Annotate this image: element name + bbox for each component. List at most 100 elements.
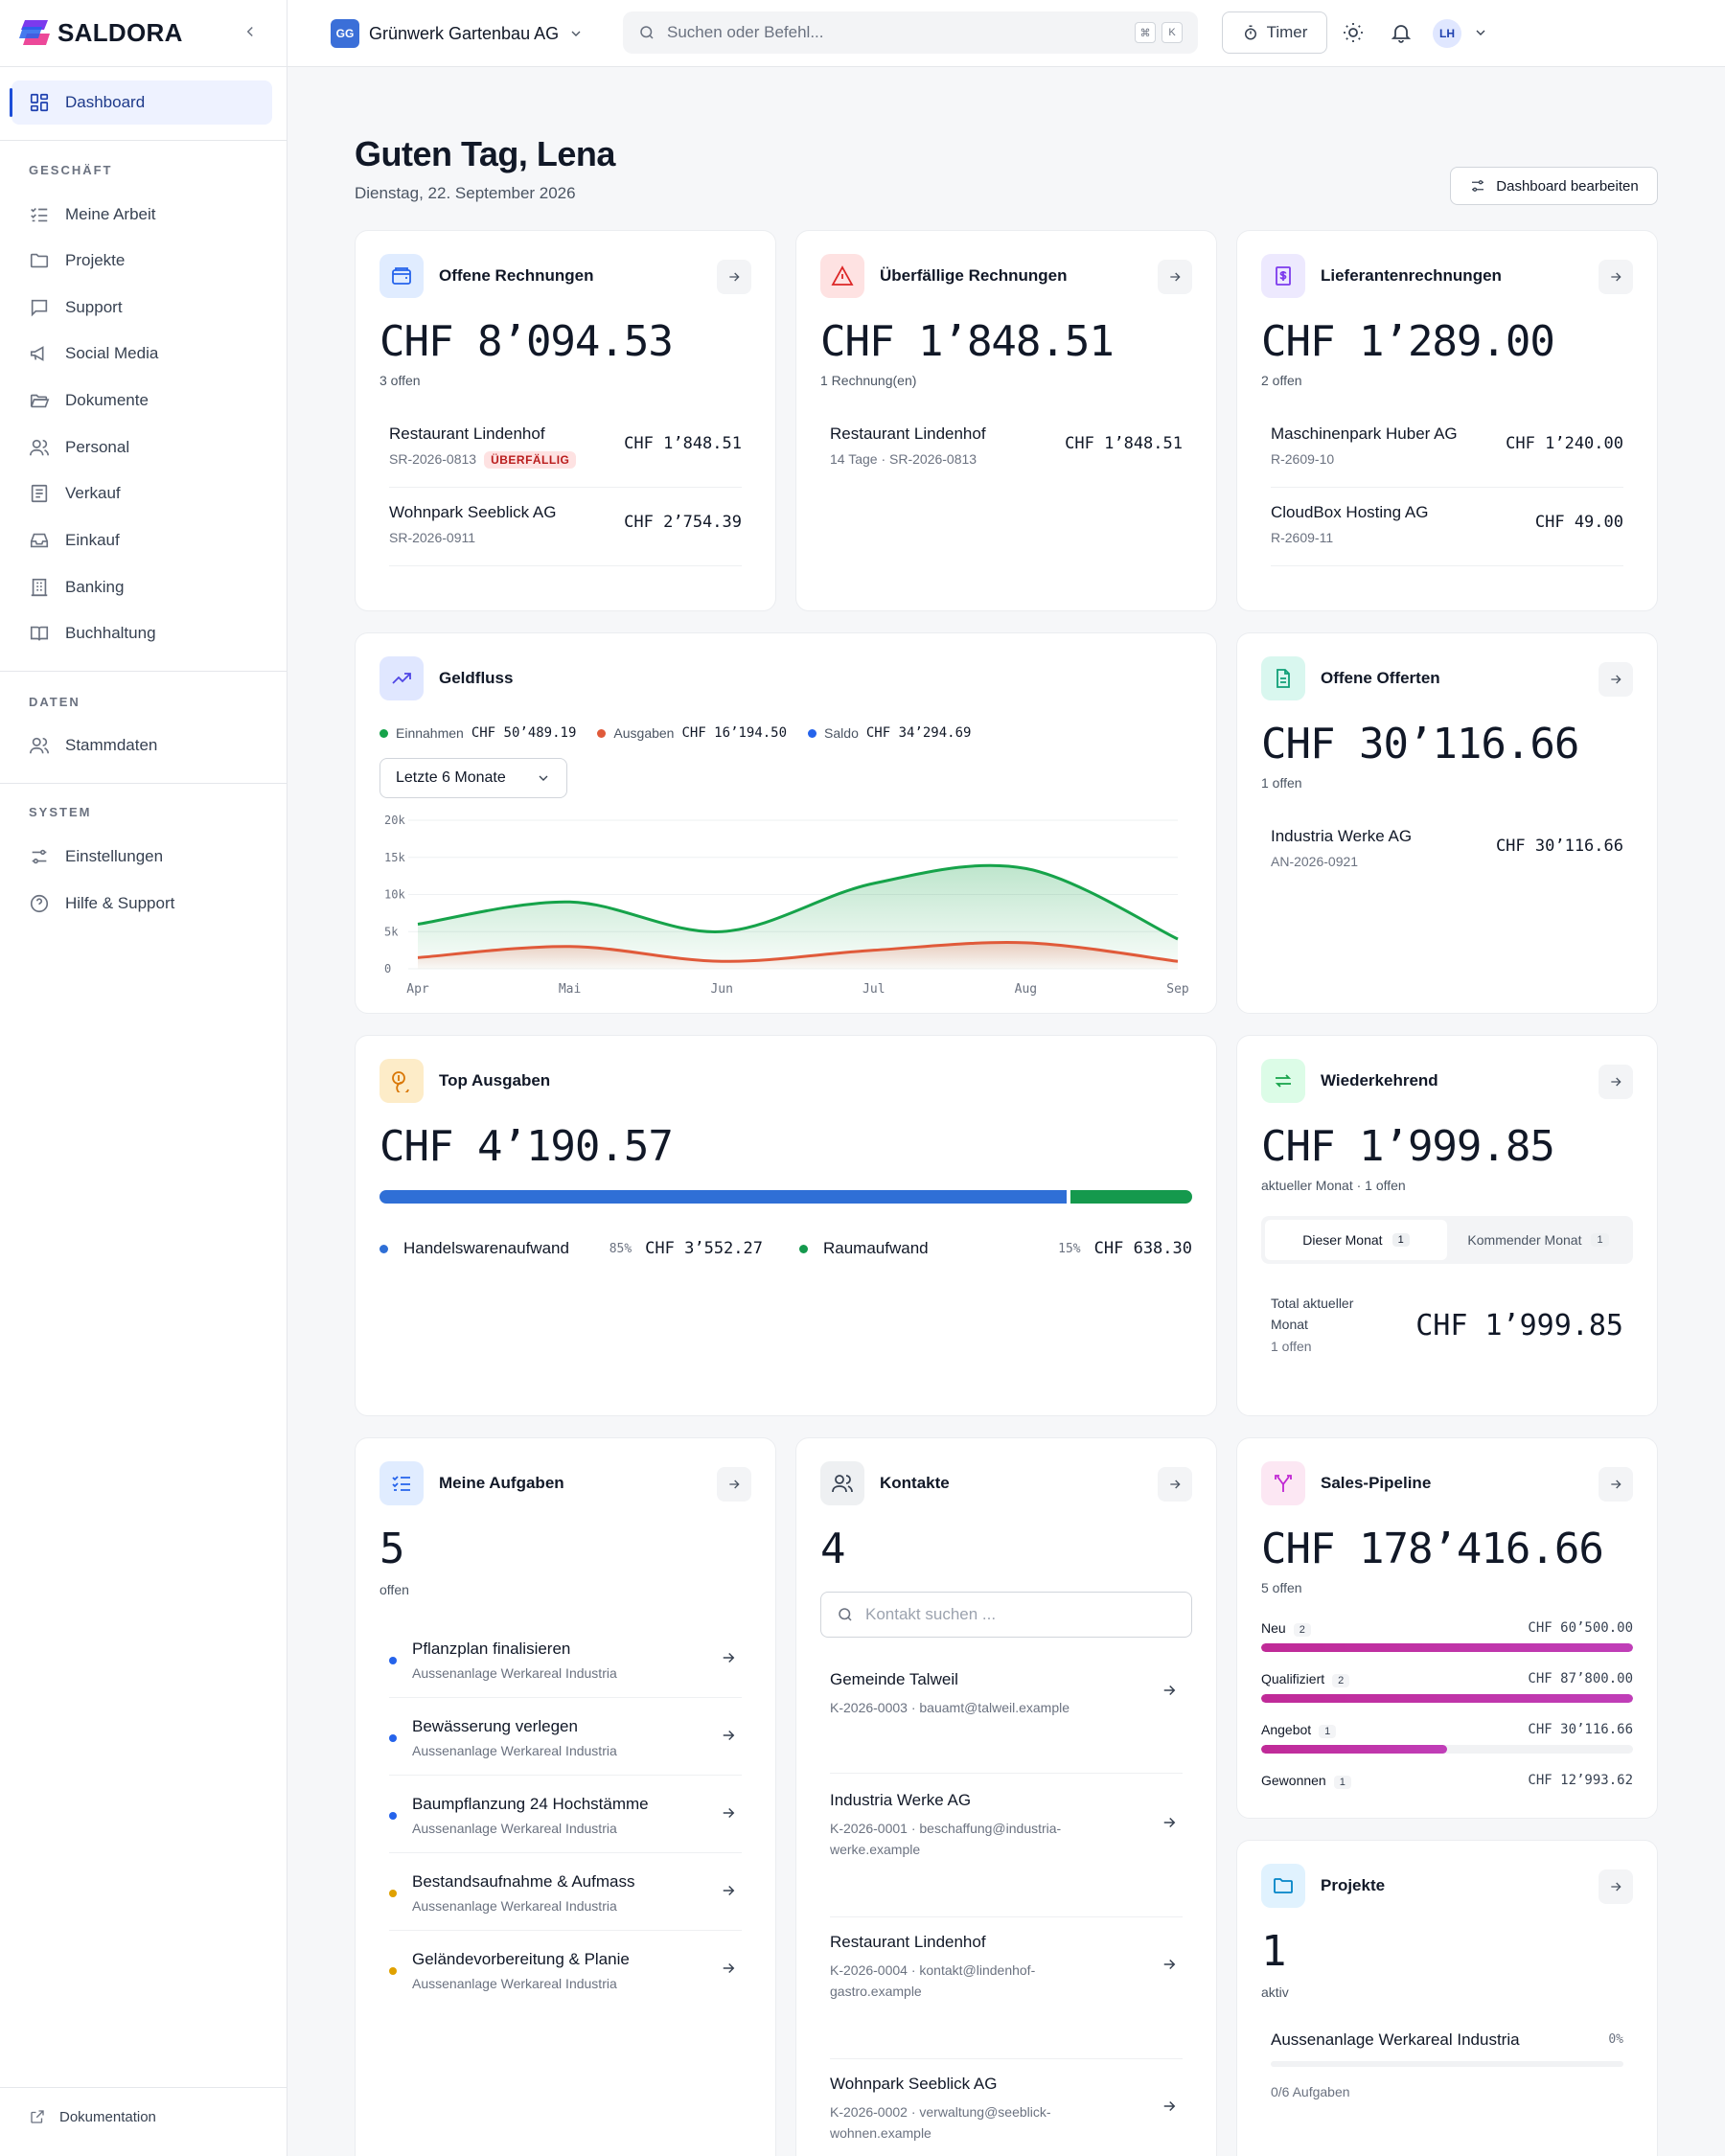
tasks-sub: offen [380,1582,409,1597]
arrow-right-icon [729,272,740,282]
sidebar-item-verkauf[interactable]: Verkauf [12,471,272,516]
timer-label: Timer [1266,23,1308,41]
divider [0,2087,288,2088]
expenses-line [417,941,1179,963]
y-tick-label: 15k [384,851,405,864]
top-expenses-card: Top Ausgaben CHF 4’190.57 Handelswarenau… [355,1035,1217,1416]
sidebar-item-social-media[interactable]: Social Media [12,332,272,376]
sidebar-item-projekte[interactable]: Projekte [12,239,272,283]
tab-count: 1 [1591,1233,1609,1247]
sidebar-item-hilfe-support[interactable]: Hilfe & Support [12,882,272,926]
contact-item[interactable]: Industria Werke AG K-2026-0001 · beschaf… [830,1776,1183,1917]
supplier-arrow-button[interactable] [1598,260,1633,294]
offer-number: AN-2026-0921 [1271,854,1359,869]
priority-dot [389,1812,397,1820]
task-item[interactable]: Pflanzplan finalisieren Aussenanlage Wer… [389,1620,742,1698]
stage-value: CHF 87’800.00 [1528,1671,1633,1686]
list-item[interactable]: Restaurant Lindenhof 14 Tage · SR-2026-0… [830,409,1183,488]
user-menu-button[interactable] [1473,25,1488,40]
sidebar-item-dokumente[interactable]: Dokumente [12,378,272,423]
pipeline-arrow-button[interactable] [1598,1467,1633,1502]
task-item[interactable]: Baumpflanzung 24 Hochstämme Aussenanlage… [389,1776,742,1853]
project-tasks: 0/6 Aufgaben [1271,2084,1350,2099]
stage-label: Angebot [1261,1722,1312,1737]
project-item[interactable]: Aussenanlage Werkareal Industria 0% 0/6 … [1271,2030,1623,2117]
task-item[interactable]: Bewässerung verlegen Aussenanlage Werkar… [389,1698,742,1776]
checklist-icon [31,207,48,222]
pipeline-stage[interactable]: Qualifiziert 2 CHF 87’800.00 [1261,1671,1633,1719]
task-item[interactable]: Geländevorbereitung & Planie Aussenanlag… [389,1931,742,2008]
list-item[interactable]: Maschinenpark Huber AG R-2609-10 CHF 1’2… [1271,409,1623,488]
contact-item[interactable]: Gemeinde Talweil K-2026-0003 · bauamt@ta… [830,1655,1183,1774]
invoice-amount: CHF 1’848.51 [624,434,742,453]
tab-this-month[interactable]: Dieser Monat 1 [1265,1220,1447,1260]
sidebar-item-label: Einstellungen [65,847,164,865]
cashflow-chart: 20k 15k 10k 5k 0 Apr Mai Jun Jul Aug Sep [384,814,1189,997]
list-item[interactable]: Industria Werke AG AN-2026-0921 CHF 30’1… [1271,812,1623,890]
sidebar-item-dashboard[interactable]: Dashboard [10,80,272,125]
projects-sub: aktiv [1261,1984,1289,2000]
open-invoices-arrow-button[interactable] [717,260,751,294]
contact-search-input[interactable]: Kontakt suchen ... [820,1592,1192,1638]
contact-meta: K-2026-0003 · bauamt@talweil.example [830,1700,1070,1715]
period-select[interactable]: Letzte 6 Monate [380,758,567,798]
collapse-sidebar-button[interactable] [242,23,259,40]
company-switcher[interactable]: GG Grünwerk Gartenbau AG [331,19,584,48]
edit-dashboard-button[interactable]: Dashboard bearbeiten [1450,167,1658,205]
arrow-right-icon [723,1962,735,1974]
avatar[interactable]: LH [1433,19,1461,48]
card-title: Top Ausgaben [439,1071,551,1089]
sidebar-item-stammdaten[interactable]: Stammdaten [12,723,272,768]
theme-toggle-button[interactable] [1342,21,1365,44]
open-invoices-count: 3 offen [380,373,421,388]
y-tick-label: 20k [384,814,405,827]
card-title: Kontakte [880,1474,950,1492]
sidebar-item-banking[interactable]: Banking [12,565,272,609]
tasks-arrow-button[interactable] [717,1467,751,1502]
chevron-down-icon [1476,30,1485,35]
search-icon [640,26,654,39]
card-header: Projekte [1261,1864,1385,1908]
contact-meta: K-2026-0004 · kontakt@lindenhof-gastro.e… [830,1962,1036,1999]
arrow-right-icon [1611,675,1622,684]
card-header: Top Ausgaben [380,1059,550,1103]
pipeline-stage[interactable]: Neu 2 CHF 60’500.00 [1261,1620,1633,1668]
expense-item: Handelswarenaufwand 85% CHF 3’552.27 [380,1239,763,1258]
folder-open-icon [30,394,50,408]
sidebar-item-support[interactable]: Support [12,286,272,330]
expense-percent: 15% [1058,1241,1081,1256]
search-input[interactable]: Suchen oder Befehl... ⌘ K [623,11,1198,54]
notifications-button[interactable] [1390,21,1413,44]
sidebar-item-meine-arbeit[interactable]: Meine Arbeit [12,193,272,237]
list-item[interactable]: CloudBox Hosting AG R-2609-11 CHF 49.00 [1271,488,1623,566]
pipeline-stage[interactable]: Gewonnen 1 CHF 12’993.62 [1261,1773,1633,1818]
arrow-right-icon [1170,272,1181,282]
sidebar-item-einstellungen[interactable]: Einstellungen [12,835,272,879]
overdue-arrow-button[interactable] [1158,260,1192,294]
task-item[interactable]: Bestandsaufnahme & Aufmass Aussenanlage … [389,1853,742,1931]
document-icon [1261,656,1305,700]
contact-item[interactable]: Wohnpark Seeblick AG K-2026-0002 · verwa… [830,2059,1183,2156]
list-item[interactable]: Restaurant Lindenhof SR-2026-0813 ÜBERFÄL… [389,409,742,488]
documentation-link[interactable]: Dokumentation [29,2108,156,2125]
stage-bar [1261,1694,1633,1703]
kbd-k: K [1162,22,1183,43]
expense-percent: 85% [609,1241,632,1256]
sidebar-item-einkauf[interactable]: Einkauf [12,518,272,562]
tab-next-month[interactable]: Kommender Monat 1 [1447,1220,1629,1260]
projects-arrow-button[interactable] [1598,1869,1633,1904]
offers-arrow-button[interactable] [1598,662,1633,697]
card-title: Projekte [1321,1876,1386,1894]
recurring-arrow-button[interactable] [1598,1065,1633,1099]
list-item[interactable]: Wohnpark Seeblick AG SR-2026-0911 CHF 2’… [389,488,742,566]
contact-item[interactable]: Restaurant Lindenhof K-2026-0004 · konta… [830,1917,1183,2059]
chevron-down-icon [539,775,548,781]
company-name: Grünwerk Gartenbau AG [369,23,560,43]
sidebar-item-buchhaltung[interactable]: Buchhaltung [12,611,272,655]
sidebar-item-personal[interactable]: Personal [12,425,272,470]
documentation-label: Dokumentation [59,2108,156,2125]
logo[interactable]: SALDORA [19,17,183,48]
timer-button[interactable]: Timer [1222,11,1327,54]
pipeline-stage[interactable]: Angebot 1 CHF 30’116.66 [1261,1722,1633,1770]
contacts-arrow-button[interactable] [1158,1467,1192,1502]
